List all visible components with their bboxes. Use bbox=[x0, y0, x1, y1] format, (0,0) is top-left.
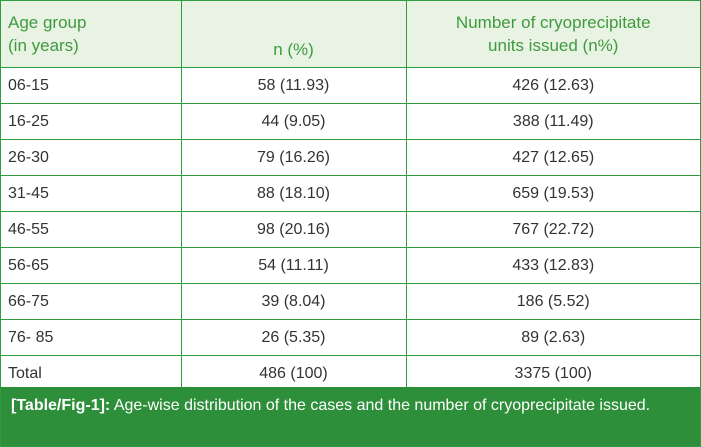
caption-text: Age-wise distribution of the cases and t… bbox=[110, 397, 651, 414]
cell-age-group: 06-15 bbox=[1, 67, 182, 104]
cell-units-issued: 186 (5.52) bbox=[406, 283, 700, 320]
cell-total-n-percent: 486 (100) bbox=[181, 355, 407, 392]
cell-age-group: 26-30 bbox=[1, 139, 182, 176]
header-age-group: Age group (in years) bbox=[1, 1, 182, 68]
cell-units-issued: 426 (12.63) bbox=[406, 67, 700, 104]
table-caption: [Table/Fig-1]: Age-wise distribution of … bbox=[1, 387, 700, 446]
cell-units-issued: 89 (2.63) bbox=[406, 319, 700, 356]
table-row: 16-25 44 (9.05) 388 (11.49) bbox=[1, 103, 700, 140]
header-row: Age group (in years) n (%) Number of cry… bbox=[1, 1, 700, 68]
cell-age-group: 46-55 bbox=[1, 211, 182, 248]
cell-units-issued: 433 (12.83) bbox=[406, 247, 700, 284]
table-row: 56-65 54 (11.11) 433 (12.83) bbox=[1, 247, 700, 284]
cell-units-issued: 767 (22.72) bbox=[406, 211, 700, 248]
cell-n-percent: 79 (16.26) bbox=[181, 139, 407, 176]
cell-n-percent: 39 (8.04) bbox=[181, 283, 407, 320]
header-age-group-line2: (in years) bbox=[8, 36, 79, 55]
cell-age-group: 76- 85 bbox=[1, 319, 182, 356]
cell-units-issued: 659 (19.53) bbox=[406, 175, 700, 212]
cell-total-label: Total bbox=[1, 355, 182, 392]
table-body: 06-15 58 (11.93) 426 (12.63) 16-25 44 (9… bbox=[1, 67, 700, 392]
cell-n-percent: 26 (5.35) bbox=[181, 319, 407, 356]
header-n-percent: n (%) bbox=[181, 1, 407, 68]
cell-n-percent: 44 (9.05) bbox=[181, 103, 407, 140]
cell-n-percent: 88 (18.10) bbox=[181, 175, 407, 212]
table-row: 66-75 39 (8.04) 186 (5.52) bbox=[1, 283, 700, 320]
cell-n-percent: 54 (11.11) bbox=[181, 247, 407, 284]
header-n-percent-label: n (%) bbox=[273, 40, 314, 59]
cell-age-group: 56-65 bbox=[1, 247, 182, 284]
table-header: Age group (in years) n (%) Number of cry… bbox=[1, 1, 700, 68]
header-units-line2: units issued (n%) bbox=[488, 36, 619, 55]
table-row: 76- 85 26 (5.35) 89 (2.63) bbox=[1, 319, 700, 356]
header-units-line1: Number of cryoprecipitate bbox=[455, 13, 651, 32]
table-row: 06-15 58 (11.93) 426 (12.63) bbox=[1, 67, 700, 104]
cell-n-percent: 58 (11.93) bbox=[181, 67, 407, 104]
cell-n-percent: 98 (20.16) bbox=[181, 211, 407, 248]
table-row: 46-55 98 (20.16) 767 (22.72) bbox=[1, 211, 700, 248]
cell-units-issued: 427 (12.65) bbox=[406, 139, 700, 176]
cell-age-group: 16-25 bbox=[1, 103, 182, 140]
cell-total-units-issued: 3375 (100) bbox=[514, 365, 592, 382]
cell-age-group: 66-75 bbox=[1, 283, 182, 320]
age-distribution-table: Age group (in years) n (%) Number of cry… bbox=[1, 1, 700, 392]
header-units-issued: Number of cryoprecipitate units issued (… bbox=[406, 1, 700, 68]
header-age-group-line1: Age group bbox=[8, 13, 87, 32]
caption-label: [Table/Fig-1]: bbox=[11, 397, 111, 414]
total-row: Total 486 (100) 3375 (100) bbox=[1, 355, 700, 392]
table-row: 26-30 79 (16.26) 427 (12.65) bbox=[1, 139, 700, 176]
table-row: 31-45 88 (18.10) 659 (19.53) bbox=[1, 175, 700, 212]
cell-units-issued: 388 (11.49) bbox=[406, 103, 700, 140]
cell-age-group: 31-45 bbox=[1, 175, 182, 212]
